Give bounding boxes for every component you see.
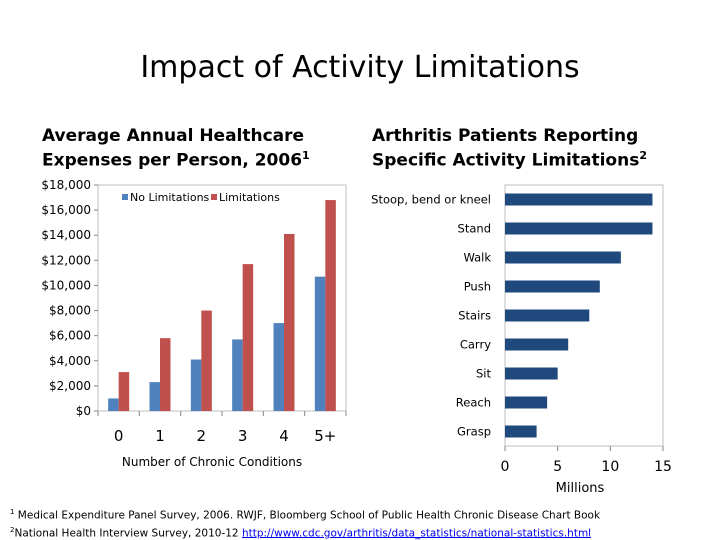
limitations-chart-title-text: Arthritis Patients Reporting Specific Ac… [372,126,640,171]
limitations-category-label: Sit [476,367,491,381]
bar-no-limitations [314,276,326,411]
expenses-y-tick-label: $2,000 [49,379,91,393]
footnote-1: 1 Medical Expenditure Panel Survey, 2006… [10,505,600,523]
expenses-x-tick-label: 2 [197,427,207,445]
bar-no-limitations [232,339,243,411]
bar-no-limitations [149,382,160,411]
hbar-stand [505,222,653,235]
expenses-chart-title-footnote-mark: 1 [302,149,310,162]
legend-swatch-no-limitations [122,194,128,200]
footnote-2-mark: 2 [10,525,15,534]
bar-limitations [118,372,130,411]
limitations-chart-title: Arthritis Patients Reporting Specific Ac… [372,126,702,171]
bar-limitations [325,200,336,411]
limitations-x-tick-label: 5 [553,459,562,475]
expenses-x-tick-label: 4 [279,427,289,445]
limitations-category-label: Push [464,280,491,294]
expenses-x-tick-label: 0 [114,427,124,445]
limitations-x-tick-label: 15 [654,459,672,475]
hbar-stoop-bend-or-kneel [505,193,653,206]
limitations-category-label: Reach [456,396,491,410]
limitations-category-label: Walk [463,251,491,265]
hbar-grasp [505,425,537,438]
limitations-category-label: Grasp [457,425,491,439]
limitations-chart-title-footnote-mark: 2 [639,149,647,162]
expenses-y-tick-label: $18,000 [41,178,91,192]
bar-limitations [242,264,254,411]
footnote-2-text: National Health Interview Survey, 2010-1… [14,527,242,539]
expenses-y-tick-label: $10,000 [41,278,91,292]
bar-limitations [160,338,171,411]
expenses-y-tick-label: $4,000 [49,354,91,368]
expenses-y-tick-label: $12,000 [41,253,91,267]
limitations-category-label: Stand [458,222,491,236]
hbar-reach [505,396,548,409]
legend-label-no-limitations: No Limitations [130,191,210,204]
expenses-x-tick-label: 3 [238,427,248,445]
expenses-chart-title: Average Annual Healthcare Expenses per P… [42,126,342,171]
expenses-chart-title-text: Average Annual Healthcare Expenses per P… [42,126,305,171]
expenses-y-tick-label: $0 [76,404,91,418]
footnote-2-link[interactable]: http://www.cdc.gov/arthritis/data_statis… [241,527,592,539]
limitations-x-tick-label: 0 [501,459,510,475]
hbar-walk [505,251,621,264]
bar-no-limitations [108,398,119,411]
footnote-1-mark: 1 [10,508,15,516]
legend-label-limitations: Limitations [219,191,280,204]
limitations-x-tick-label: 10 [601,459,619,475]
bar-limitations [201,310,212,411]
expenses-y-tick-label: $6,000 [49,329,91,343]
legend-swatch-limitations [211,194,217,200]
expenses-y-tick-label: $16,000 [41,203,91,217]
bar-no-limitations [273,323,284,411]
hbar-push [505,280,600,293]
limitations-category-label: Stairs [458,309,491,323]
expenses-y-tick-label: $8,000 [49,304,91,318]
hbar-stairs [505,309,590,322]
bar-no-limitations [190,359,202,411]
expenses-plot-area [97,184,347,412]
expenses-y-tick-label: $14,000 [41,228,91,242]
footnote-1-text: Medical Expenditure Panel Survey, 2006. … [14,509,601,522]
hbar-carry [505,338,569,351]
slide-title: Impact of Activity Limitations [140,50,580,85]
footnotes: 1 Medical Expenditure Panel Survey, 2006… [10,505,600,540]
expenses-x-axis-label: Number of Chronic Conditions [122,455,302,469]
bar-limitations [284,233,295,411]
limitations-category-label: Carry [460,338,491,352]
limitations-category-label: Stoop, bend or kneel [371,193,491,207]
limitations-x-axis-label: Millions [556,481,605,496]
footnote-2: 2National Health Interview Survey, 2010-… [10,523,600,540]
expenses-x-tick-label: 1 [155,427,165,445]
hbar-sit [505,367,558,380]
expenses-x-tick-label: 5+ [314,427,336,445]
